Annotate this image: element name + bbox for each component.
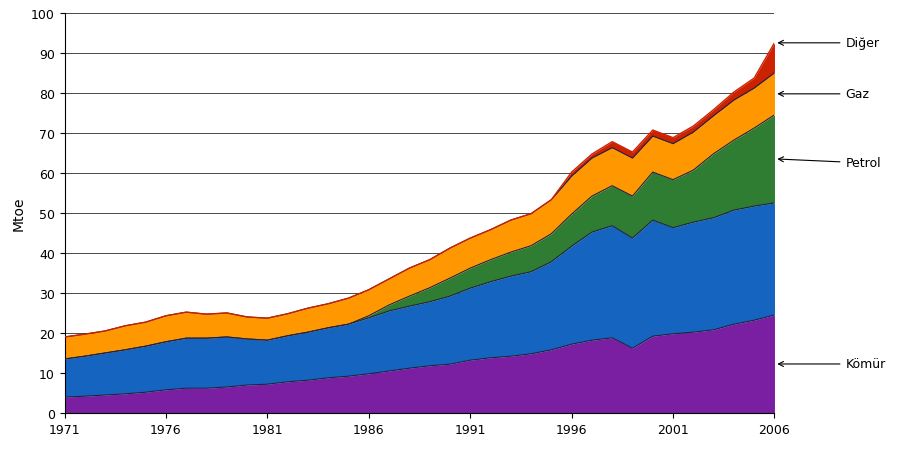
Text: Gaz: Gaz bbox=[778, 88, 869, 101]
Text: Petrol: Petrol bbox=[778, 157, 881, 170]
Text: Kömür: Kömür bbox=[778, 358, 886, 371]
Text: Diğer: Diğer bbox=[778, 37, 880, 50]
Y-axis label: Mtoe: Mtoe bbox=[11, 196, 26, 230]
